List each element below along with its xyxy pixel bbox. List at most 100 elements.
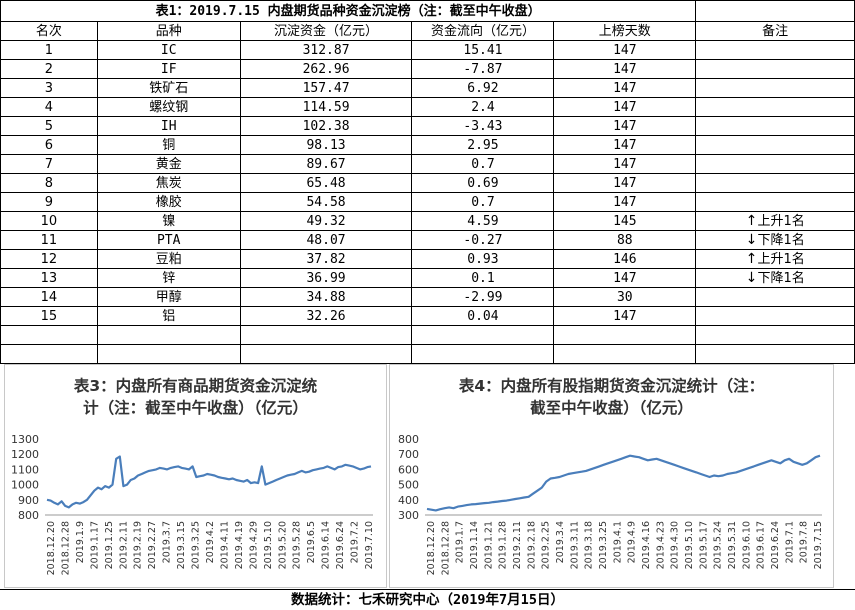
- rank-cell[interactable]: 9: [0, 192, 98, 212]
- fund-cell[interactable]: 37.82: [239, 249, 413, 269]
- fund-cell[interactable]: 65.48: [239, 173, 413, 193]
- name-cell[interactable]: IC: [96, 40, 241, 60]
- note-cell[interactable]: ↑上升1名: [695, 249, 855, 269]
- name-cell[interactable]: IF: [96, 59, 241, 79]
- rank-cell[interactable]: 5: [0, 116, 98, 136]
- name-cell[interactable]: 镍: [96, 211, 241, 231]
- name-cell[interactable]: 豆粕: [96, 249, 241, 269]
- fund-cell[interactable]: 312.87: [239, 40, 413, 60]
- name-cell[interactable]: 橡胶: [96, 192, 241, 212]
- flow-cell[interactable]: 0.1: [411, 268, 555, 288]
- days-cell[interactable]: 147: [553, 59, 697, 79]
- flow-cell[interactable]: 2.95: [411, 135, 555, 155]
- flow-cell[interactable]: 4.59: [411, 211, 555, 231]
- name-cell[interactable]: 锌: [96, 268, 241, 288]
- days-cell[interactable]: 88: [553, 230, 697, 250]
- days-cell[interactable]: 145: [553, 211, 697, 231]
- flow-cell[interactable]: -2.99: [411, 287, 555, 307]
- name-cell[interactable]: PTA: [96, 230, 241, 250]
- fund-cell[interactable]: 48.07: [239, 230, 413, 250]
- fund-cell[interactable]: 89.67: [239, 154, 413, 174]
- title-blank-cell[interactable]: [695, 0, 855, 22]
- fund-cell[interactable]: 32.26: [239, 306, 413, 326]
- fund-cell[interactable]: 34.88: [239, 287, 413, 307]
- flow-cell[interactable]: 0.69: [411, 173, 555, 193]
- flow-cell[interactable]: 15.41: [411, 40, 555, 60]
- rank-cell[interactable]: 13: [0, 268, 98, 288]
- blank-cell[interactable]: [239, 344, 413, 364]
- note-cell[interactable]: ↑上升1名: [695, 211, 855, 231]
- flow-cell[interactable]: -7.87: [411, 59, 555, 79]
- rank-cell[interactable]: 11: [0, 230, 98, 250]
- days-cell[interactable]: 147: [553, 268, 697, 288]
- name-cell[interactable]: 焦炭: [96, 173, 241, 193]
- days-cell[interactable]: 147: [553, 154, 697, 174]
- flow-cell[interactable]: -0.27: [411, 230, 555, 250]
- days-cell[interactable]: 147: [553, 116, 697, 136]
- note-cell[interactable]: [695, 306, 855, 326]
- rank-cell[interactable]: 1: [0, 40, 98, 60]
- rank-cell[interactable]: 8: [0, 173, 98, 193]
- name-cell[interactable]: 铁矿石: [96, 78, 241, 98]
- fund-cell[interactable]: 262.96: [239, 59, 413, 79]
- note-cell[interactable]: [695, 97, 855, 117]
- blank-cell[interactable]: [239, 325, 413, 345]
- rank-cell[interactable]: 12: [0, 249, 98, 269]
- flow-cell[interactable]: 2.4: [411, 97, 555, 117]
- blank-cell[interactable]: [0, 325, 98, 345]
- name-cell[interactable]: 甲醇: [96, 287, 241, 307]
- days-cell[interactable]: 147: [553, 306, 697, 326]
- days-cell[interactable]: 146: [553, 249, 697, 269]
- note-cell[interactable]: [695, 192, 855, 212]
- note-cell[interactable]: [695, 287, 855, 307]
- fund-cell[interactable]: 114.59: [239, 97, 413, 117]
- rank-cell[interactable]: 10: [0, 211, 98, 231]
- flow-cell[interactable]: 6.92: [411, 78, 555, 98]
- days-cell[interactable]: 147: [553, 173, 697, 193]
- name-cell[interactable]: 黄金: [96, 154, 241, 174]
- days-cell[interactable]: 147: [553, 135, 697, 155]
- flow-cell[interactable]: 0.7: [411, 154, 555, 174]
- rank-cell[interactable]: 6: [0, 135, 98, 155]
- note-cell[interactable]: ↓下降1名: [695, 268, 855, 288]
- days-cell[interactable]: 30: [553, 287, 697, 307]
- name-cell[interactable]: 铝: [96, 306, 241, 326]
- fund-cell[interactable]: 98.13: [239, 135, 413, 155]
- blank-cell[interactable]: [553, 325, 697, 345]
- flow-cell[interactable]: -3.43: [411, 116, 555, 136]
- blank-cell[interactable]: [695, 325, 855, 345]
- fund-cell[interactable]: 54.58: [239, 192, 413, 212]
- blank-cell[interactable]: [96, 344, 241, 364]
- note-cell[interactable]: [695, 59, 855, 79]
- commodity-chart-panel[interactable]: 表3：内盘所有商品期货资金沉淀统 计（注：截至中午收盘）（亿元） 800 900 1…: [4, 364, 387, 588]
- name-cell[interactable]: 铜: [96, 135, 241, 155]
- fund-cell[interactable]: 49.32: [239, 211, 413, 231]
- blank-cell[interactable]: [411, 344, 555, 364]
- fund-cell[interactable]: 36.99: [239, 268, 413, 288]
- rank-cell[interactable]: 15: [0, 306, 98, 326]
- rank-cell[interactable]: 14: [0, 287, 98, 307]
- blank-cell[interactable]: [96, 325, 241, 345]
- blank-cell[interactable]: [411, 325, 555, 345]
- name-cell[interactable]: IH: [96, 116, 241, 136]
- note-cell[interactable]: [695, 40, 855, 60]
- note-cell[interactable]: [695, 154, 855, 174]
- rank-cell[interactable]: 3: [0, 78, 98, 98]
- days-cell[interactable]: 147: [553, 97, 697, 117]
- blank-cell[interactable]: [695, 344, 855, 364]
- flow-cell[interactable]: 0.93: [411, 249, 555, 269]
- flow-cell[interactable]: 0.04: [411, 306, 555, 326]
- fund-cell[interactable]: 157.47: [239, 78, 413, 98]
- rank-cell[interactable]: 7: [0, 154, 98, 174]
- rank-cell[interactable]: 4: [0, 97, 98, 117]
- flow-cell[interactable]: 0.7: [411, 192, 555, 212]
- blank-cell[interactable]: [0, 344, 98, 364]
- rank-cell[interactable]: 2: [0, 59, 98, 79]
- fund-cell[interactable]: 102.38: [239, 116, 413, 136]
- blank-cell[interactable]: [553, 344, 697, 364]
- note-cell[interactable]: [695, 173, 855, 193]
- days-cell[interactable]: 147: [553, 192, 697, 212]
- days-cell[interactable]: 147: [553, 78, 697, 98]
- days-cell[interactable]: 147: [553, 40, 697, 60]
- note-cell[interactable]: [695, 78, 855, 98]
